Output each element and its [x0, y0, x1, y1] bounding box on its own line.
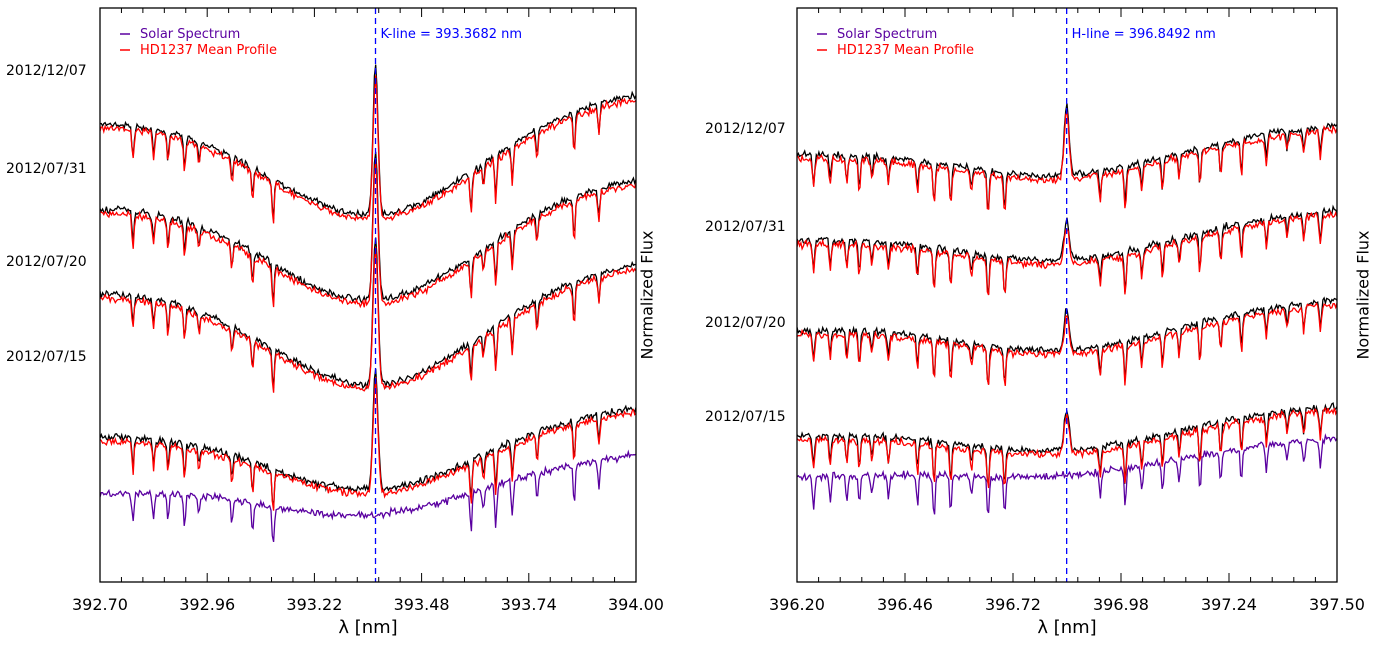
core-line-annotation: K-line = 393.3682 nm — [381, 27, 523, 42]
epoch-label: 2012/07/20 — [6, 254, 87, 270]
epoch-label: 2012/12/07 — [6, 63, 87, 79]
observed-spectrum-line-2 — [100, 151, 636, 305]
x-tick-label: 392.96 — [179, 595, 235, 614]
x-axis-label: λ [nm] — [1037, 617, 1096, 638]
epoch-label: 2012/07/20 — [705, 315, 786, 331]
mean-profile-line-4 — [100, 377, 636, 511]
x-tick-label: 392.70 — [72, 595, 128, 614]
chart-panel-2: 396.20 396.46 396.72 396.98 397.24 397.50 λ [n… — [705, 7, 1373, 638]
x-tick-label: 396.46 — [877, 595, 933, 614]
x-tick-label: 396.72 — [985, 595, 1041, 614]
x-tick-label: 397.24 — [1201, 595, 1257, 614]
y-axis-label: Normalized Flux — [1354, 230, 1373, 359]
epoch-label: 2012/07/15 — [705, 409, 786, 425]
x-tick-label: 393.48 — [394, 595, 450, 614]
epoch-label: 2012/07/15 — [6, 349, 87, 365]
mean-profile-line-3 — [797, 302, 1337, 387]
solar-spectrum-line — [100, 449, 636, 543]
legend-label: HD1237 Mean Profile — [837, 43, 974, 58]
plot-area — [100, 64, 636, 543]
chart-panel-1: 392.70 392.96 393.22 393.48 393.74 394.00 λ [n… — [6, 7, 664, 638]
x-tick-label: 393.74 — [501, 595, 557, 614]
x-axis-label: λ [nm] — [338, 617, 397, 638]
x-tick-label: 396.98 — [1093, 595, 1149, 614]
plot-frame — [796, 7, 1338, 583]
x-tick-label: 394.00 — [608, 595, 664, 614]
legend-label: Solar Spectrum — [837, 27, 937, 42]
observed-spectrum-line-4 — [100, 368, 636, 509]
core-line-annotation: H-line = 396.8492 nm — [1072, 27, 1216, 42]
epoch-label: 2012/07/31 — [6, 161, 87, 177]
x-tick-label: 396.20 — [769, 595, 825, 614]
observed-spectrum-line-1 — [100, 64, 636, 220]
x-tick-label: 397.50 — [1309, 595, 1365, 614]
observed-spectrum-line-3 — [100, 237, 636, 390]
legend-label: Solar Spectrum — [140, 27, 240, 42]
mean-profile-line-4 — [797, 407, 1337, 489]
mean-profile-line-2 — [100, 160, 636, 309]
epoch-label: 2012/12/07 — [705, 121, 786, 137]
solar-spectrum-line — [797, 433, 1337, 515]
y-axis-label: Normalized Flux — [638, 230, 657, 359]
epoch-label: 2012/07/31 — [705, 219, 786, 235]
plot-frame — [99, 7, 637, 583]
legend-label: HD1237 Mean Profile — [140, 43, 277, 58]
mean-profile-line-3 — [100, 247, 636, 393]
x-tick-label: 393.22 — [286, 595, 342, 614]
mean-profile-line-1 — [100, 75, 636, 224]
